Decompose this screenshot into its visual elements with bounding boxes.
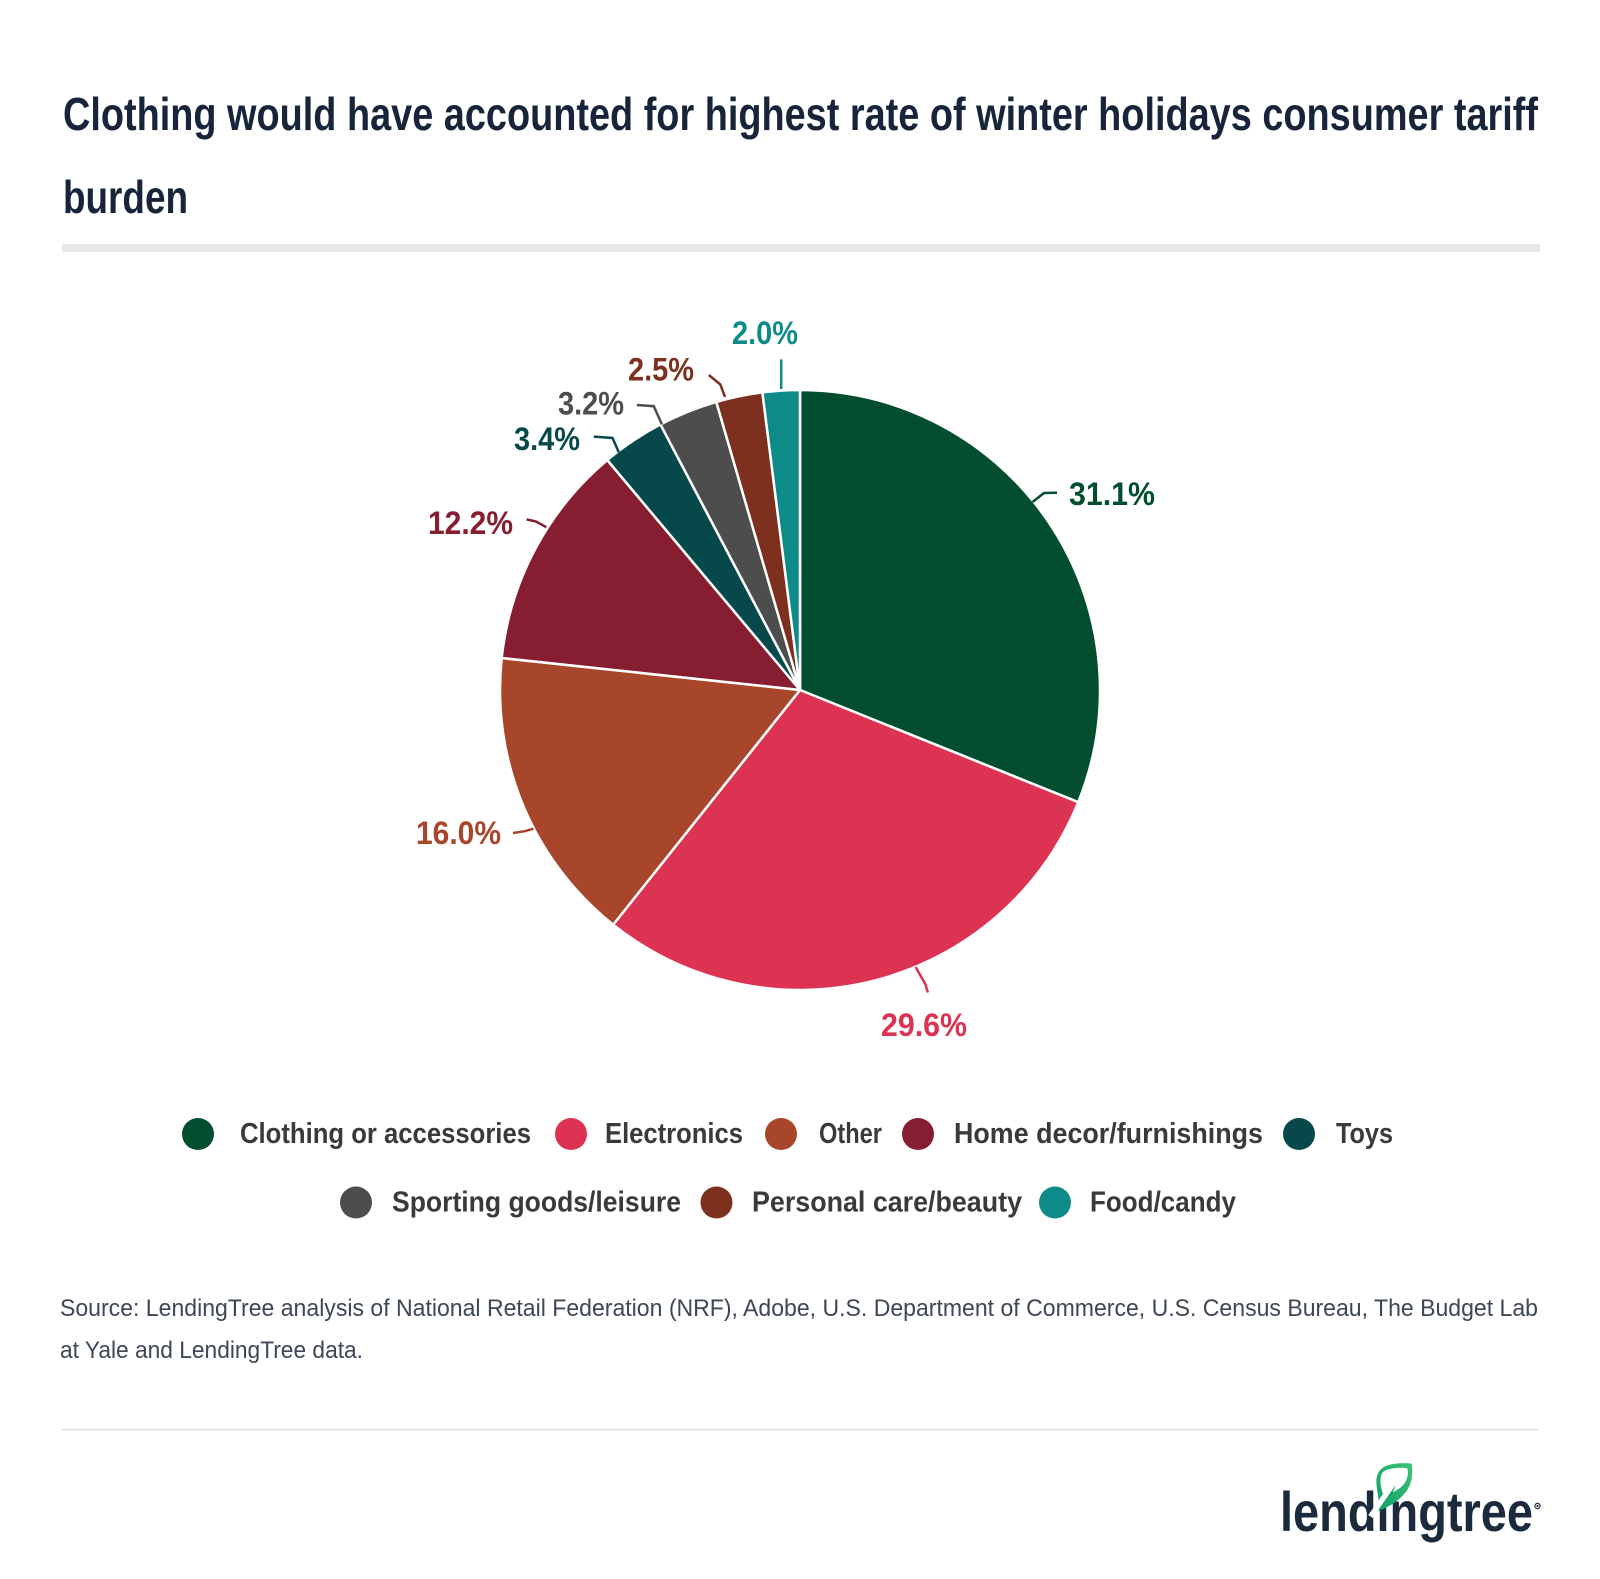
- svg-text:Other: Other: [819, 1118, 882, 1150]
- svg-text:16.0%: 16.0%: [416, 815, 501, 851]
- svg-text:at Yale and LendingTree data.: at Yale and LendingTree data.: [60, 1337, 363, 1364]
- svg-text:3.2%: 3.2%: [558, 386, 624, 422]
- svg-text:Toys: Toys: [1336, 1118, 1393, 1150]
- svg-text:Food/candy: Food/candy: [1090, 1187, 1236, 1219]
- svg-text:Sporting goods/leisure: Sporting goods/leisure: [392, 1187, 681, 1219]
- svg-text:Home decor/furnishings: Home decor/furnishings: [954, 1118, 1263, 1150]
- svg-text:Personal care/beauty: Personal care/beauty: [752, 1187, 1022, 1219]
- svg-text:29.6%: 29.6%: [881, 1007, 967, 1043]
- svg-text:2.5%: 2.5%: [628, 352, 694, 388]
- svg-text:31.1%: 31.1%: [1069, 476, 1155, 512]
- svg-text:2.0%: 2.0%: [732, 315, 798, 351]
- svg-text:12.2%: 12.2%: [428, 505, 513, 541]
- svg-text:burden: burden: [63, 171, 188, 223]
- svg-text:Electronics: Electronics: [605, 1118, 743, 1150]
- svg-text:Clothing would have accounted: Clothing would have accounted for highes…: [63, 88, 1539, 140]
- svg-text:Source: LendingTree analysis o: Source: LendingTree analysis of National…: [60, 1295, 1538, 1322]
- svg-text:3.4%: 3.4%: [514, 421, 580, 457]
- svg-text:Clothing or accessories: Clothing or accessories: [240, 1118, 531, 1150]
